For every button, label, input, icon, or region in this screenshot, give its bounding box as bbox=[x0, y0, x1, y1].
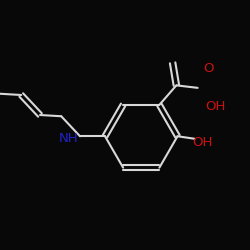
Text: NH: NH bbox=[59, 132, 79, 145]
Text: O: O bbox=[204, 62, 214, 75]
Text: OH: OH bbox=[192, 136, 213, 149]
Text: OH: OH bbox=[206, 100, 226, 113]
